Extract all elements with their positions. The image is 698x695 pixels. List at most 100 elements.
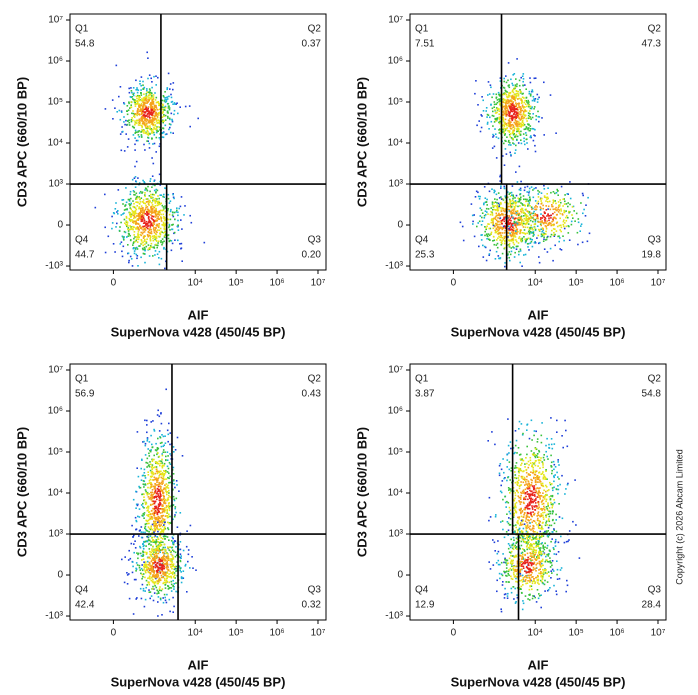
event-dot xyxy=(192,567,194,569)
event-dot xyxy=(508,219,511,221)
event-dot xyxy=(140,84,142,87)
event-dot xyxy=(148,527,151,530)
event-dot xyxy=(161,466,164,469)
event-dot xyxy=(159,121,161,123)
x-tick-label: 10⁴ xyxy=(528,278,543,289)
event-dot xyxy=(497,137,500,140)
event-dot xyxy=(555,192,558,194)
event-dot xyxy=(172,473,175,475)
event-dot xyxy=(499,102,501,104)
event-dot xyxy=(487,213,489,215)
event-dot xyxy=(154,505,156,508)
event-dot xyxy=(157,102,160,105)
event-dot xyxy=(151,528,153,531)
event-dot xyxy=(143,512,146,514)
event-dot xyxy=(168,492,170,494)
event-dot xyxy=(508,198,511,201)
event-dot xyxy=(556,190,559,192)
event-dot xyxy=(147,116,149,118)
event-dot xyxy=(154,530,156,532)
event-dot xyxy=(156,462,159,465)
event-dot xyxy=(548,515,551,518)
event-dot xyxy=(522,117,524,120)
event-dot xyxy=(505,140,507,142)
quadrant-percent: 54.8 xyxy=(75,39,95,50)
event-dot xyxy=(555,519,557,521)
event-dot xyxy=(518,219,521,221)
event-dot xyxy=(529,205,531,207)
event-dot xyxy=(122,245,125,248)
event-dot xyxy=(136,101,139,104)
event-dot xyxy=(156,582,159,585)
event-dot xyxy=(164,515,167,517)
event-dot xyxy=(541,117,543,119)
event-dot xyxy=(143,93,145,95)
event-dot xyxy=(148,110,150,112)
event-dot xyxy=(156,498,158,501)
event-dot xyxy=(173,109,176,112)
event-dot xyxy=(140,109,142,111)
event-dot xyxy=(166,575,168,577)
event-dot xyxy=(146,238,148,240)
event-dot xyxy=(510,470,512,472)
event-dot xyxy=(178,490,180,492)
y-tick-label: 10⁷ xyxy=(388,15,403,26)
event-dot xyxy=(513,247,515,249)
event-dot xyxy=(161,530,163,533)
event-dot xyxy=(140,555,143,557)
event-dot xyxy=(166,103,169,105)
event-dot xyxy=(148,575,151,578)
y-tick-label: 10⁶ xyxy=(48,406,63,417)
event-dot xyxy=(135,519,137,522)
event-dot xyxy=(527,114,530,117)
event-dot xyxy=(158,121,160,124)
event-dot xyxy=(516,223,519,225)
event-dot xyxy=(171,536,174,538)
x-tick-label: 10⁵ xyxy=(229,628,244,639)
event-dot xyxy=(143,468,146,471)
event-dot xyxy=(140,76,143,78)
event-dot xyxy=(153,246,155,248)
event-dot xyxy=(503,99,505,101)
event-dot xyxy=(506,95,508,98)
event-dot xyxy=(509,239,511,241)
event-dot xyxy=(164,114,167,117)
event-dot xyxy=(510,216,513,218)
event-dot xyxy=(535,208,538,211)
event-dot xyxy=(500,221,502,224)
event-dot xyxy=(191,556,193,558)
event-dot xyxy=(148,493,150,495)
event-dot xyxy=(157,470,159,473)
event-dot xyxy=(526,218,529,220)
event-dot xyxy=(506,466,508,468)
event-dot xyxy=(513,212,515,214)
event-dot xyxy=(514,206,516,209)
event-dot xyxy=(172,193,174,196)
event-dot xyxy=(523,101,526,104)
event-dot xyxy=(572,205,575,208)
event-dot xyxy=(142,215,145,217)
event-dot xyxy=(515,239,517,241)
event-dot xyxy=(154,478,156,481)
event-dot xyxy=(508,99,510,102)
event-dot xyxy=(532,229,534,231)
event-dot xyxy=(140,231,142,234)
event-dot xyxy=(129,190,132,193)
event-dot xyxy=(530,135,532,137)
event-dot xyxy=(502,528,504,531)
event-dot xyxy=(546,215,548,217)
event-dot xyxy=(508,113,511,116)
event-dot xyxy=(538,229,541,231)
event-dot xyxy=(493,205,495,208)
event-dot xyxy=(150,510,153,512)
event-dot xyxy=(533,77,536,80)
plot xyxy=(459,58,591,268)
event-dot xyxy=(527,223,530,225)
event-dot xyxy=(164,550,167,553)
event-dot xyxy=(172,556,174,559)
event-dot xyxy=(164,470,166,473)
event-dot xyxy=(116,111,118,113)
event-dot xyxy=(521,232,524,234)
plot-frame xyxy=(69,363,327,621)
event-dot xyxy=(161,106,163,108)
